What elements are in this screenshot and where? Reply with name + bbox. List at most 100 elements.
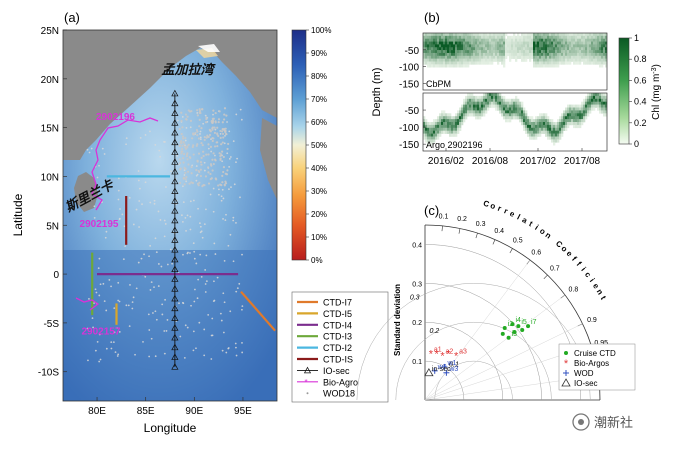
- heatmap-cell: [469, 47, 472, 51]
- heatmap-cell: [499, 55, 502, 59]
- heatmap-cell: [443, 130, 446, 134]
- heatmap-cell: [541, 33, 544, 37]
- heatmap-cell: [597, 61, 600, 65]
- heatmap-cell: [593, 41, 596, 45]
- heatmap-cell: [429, 52, 432, 57]
- heatmap-cell: [449, 127, 452, 131]
- heatmap-cell: [565, 127, 568, 131]
- heatmap-cell: [571, 47, 574, 51]
- wod18-point: [218, 188, 220, 191]
- heatmap-cell: [487, 93, 490, 97]
- heatmap-cell: [453, 55, 456, 59]
- heatmap-cell: [517, 41, 520, 45]
- taylor-std-tick-label: 0.4: [412, 242, 422, 249]
- wod18-point: [227, 244, 230, 247]
- heatmap-cell: [453, 122, 456, 126]
- heatmap-cell: [457, 44, 460, 48]
- heatmap-cell: [599, 35, 602, 39]
- heatmap-cell: [495, 41, 498, 45]
- heatmap-cell: [589, 93, 592, 97]
- heatmap-cell: [567, 58, 570, 62]
- wod18-point: [225, 133, 228, 136]
- heatmap-cell: [573, 50, 576, 54]
- heatmap-cell: [475, 113, 478, 117]
- heatmap-cell: [473, 33, 476, 37]
- wod18-point: [192, 153, 195, 156]
- heatmap-cell: [587, 41, 590, 45]
- heatmap-cell: [491, 50, 494, 54]
- heatmap-cell: [581, 52, 584, 57]
- wod18-point: [238, 282, 241, 285]
- heatmap-cell: [451, 119, 454, 123]
- heatmap-cell: [577, 107, 580, 111]
- heatmap-cell: [523, 127, 526, 131]
- heatmap-cell: [493, 95, 496, 100]
- heatmap-cell: [441, 47, 444, 51]
- heatmap-cell: [515, 38, 518, 42]
- heatmap-cell: [513, 101, 516, 105]
- heatmap-cell: [535, 41, 538, 45]
- heatmap-cell: [551, 139, 554, 143]
- heatmap-cell: [449, 61, 452, 65]
- wod18-point: [102, 282, 105, 285]
- wod18-point: [182, 177, 185, 180]
- heatmap-cell: [527, 41, 530, 45]
- heatmap-cell: [495, 93, 498, 97]
- wod18-point: [199, 222, 201, 225]
- wod18-point: [153, 202, 156, 205]
- heatmap-cell: [475, 44, 478, 48]
- heatmap-cell: [511, 35, 514, 39]
- heatmap-cell: [501, 101, 504, 105]
- heatmap-cell: [481, 61, 484, 65]
- heatmap-cell: [551, 122, 554, 126]
- heatmap-cell: [461, 64, 464, 68]
- wod18-point: [118, 218, 121, 221]
- wod18-point: [235, 221, 237, 224]
- heatmap-cell: [511, 44, 514, 48]
- heatmap-cell: [507, 38, 510, 42]
- heatmap-cell: [499, 107, 502, 111]
- heatmap-cell: [591, 47, 594, 51]
- wod18-point: [225, 351, 228, 354]
- heatmap-cell: [467, 38, 470, 42]
- heatmap-cell: [539, 41, 542, 45]
- heatmap-cell: [549, 33, 552, 37]
- heatmap-cell: [599, 41, 602, 45]
- heatmap-cell: [563, 52, 566, 57]
- heatmap-cell: [517, 35, 520, 39]
- heatmap-cell: [493, 101, 496, 105]
- wod18-point: [117, 177, 120, 180]
- heatmap-cell: [543, 55, 546, 59]
- heatmap-cell: [461, 52, 464, 57]
- wod18-point: [204, 121, 208, 124]
- io-sec-station: [171, 353, 179, 360]
- heatmap-cell: [501, 113, 504, 117]
- heatmap-cell: [435, 61, 438, 65]
- heatmap-cell: [449, 116, 452, 120]
- heatmap-cell: [535, 33, 538, 37]
- heatmap-cell: [543, 116, 546, 120]
- heatmap-cell: [557, 61, 560, 65]
- heatmap-cell: [425, 33, 428, 37]
- heatmap-cell: [551, 50, 554, 54]
- heatmap-cell: [483, 44, 486, 48]
- heatmap-cell: [439, 33, 442, 37]
- wod18-point: [178, 144, 181, 147]
- heatmap-cell: [449, 55, 452, 59]
- wod18-point: [207, 182, 211, 185]
- heatmap-cell: [445, 38, 448, 42]
- wod18-point: [184, 178, 187, 181]
- heatmap-cell: [541, 38, 544, 42]
- heatmap-cell: [549, 52, 552, 57]
- heatmap-cell: [571, 113, 574, 117]
- heatmap-cell: [519, 44, 522, 48]
- heatmap-cell: [445, 116, 448, 120]
- heatmap-cell: [521, 122, 524, 126]
- heatmap-cell: [499, 52, 502, 57]
- heatmap-cell: [487, 33, 490, 37]
- heatmap-cell: [435, 55, 438, 59]
- wod18-point: [149, 201, 152, 204]
- wod18-point: [236, 157, 239, 160]
